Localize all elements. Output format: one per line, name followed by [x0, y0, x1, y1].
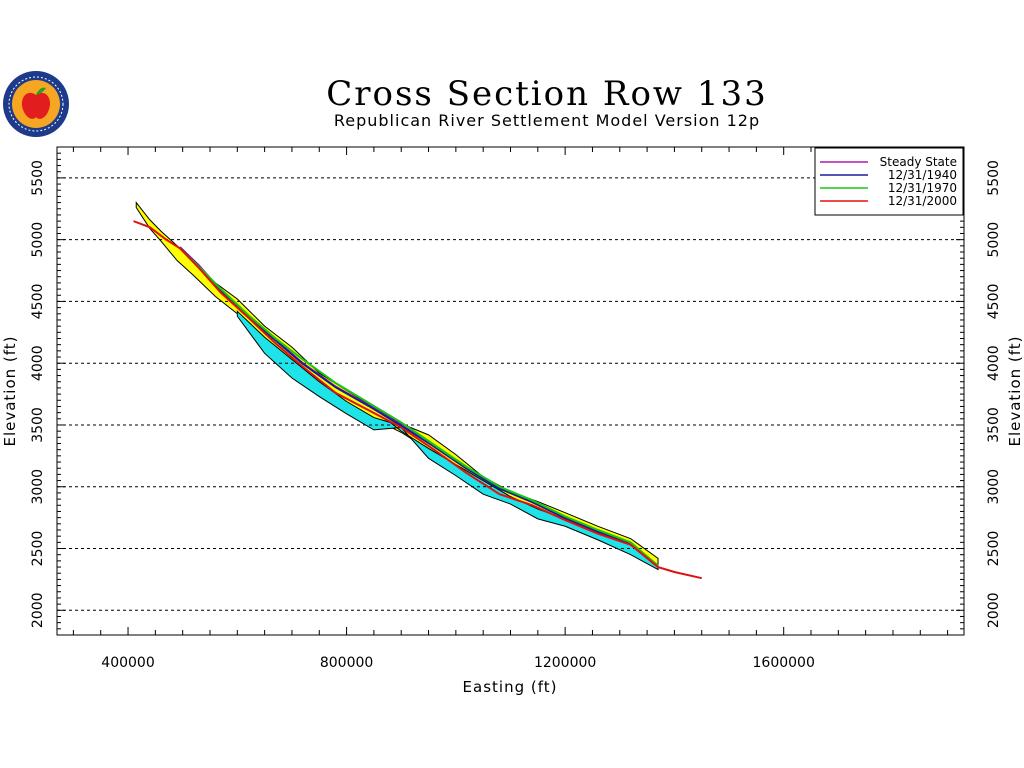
legend-entry: 12/31/1940	[888, 168, 957, 182]
x-tick-label: 400000	[101, 655, 154, 671]
y-tick-label-right: 3500	[986, 407, 1002, 443]
y-tick-label-right: 2500	[986, 531, 1002, 567]
y-tick-label-right: 2000	[986, 592, 1002, 628]
x-tick-label: 800000	[320, 655, 373, 671]
y-tick-label-left: 2000	[30, 592, 46, 628]
series-line-12-31-1940	[179, 246, 659, 568]
chart-title: Cross Section Row 133	[326, 74, 767, 114]
apple-seal-icon	[3, 71, 69, 137]
y-tick-label-right: 3000	[986, 469, 1002, 505]
x-tick-label: 1600000	[753, 655, 815, 671]
y-tick-label-left: 5500	[30, 160, 46, 196]
y-axis-label-left: Elevation (ft)	[1, 335, 19, 446]
y-axis-label-right: Elevation (ft)	[1006, 335, 1024, 446]
y-tick-label-right: 4000	[986, 345, 1002, 381]
cyan-layer	[236, 310, 659, 571]
series-line-12-31-2000	[133, 220, 702, 580]
y-tick-label-left: 3000	[30, 469, 46, 505]
x-axis-label: Easting (ft)	[463, 678, 558, 696]
y-tick-label-right: 5500	[986, 160, 1002, 196]
y-tick-label-left: 5000	[30, 222, 46, 258]
plot-frame	[56, 146, 965, 636]
y-tick-label-left: 2500	[30, 531, 46, 567]
legend: Steady State12/31/194012/31/197012/31/20…	[814, 147, 964, 216]
x-tick-label: 1200000	[534, 655, 596, 671]
y-tick-label-left: 4500	[30, 284, 46, 320]
legend-entry: 12/31/1970	[888, 181, 957, 195]
y-tick-label-right: 5000	[986, 222, 1002, 258]
legend-entry: 12/31/2000	[888, 194, 957, 208]
legend-entry: Steady State	[880, 155, 957, 169]
chart-subtitle: Republican River Settlement Model Versio…	[334, 111, 760, 130]
y-tick-label-right: 4500	[986, 284, 1002, 320]
yellow-layer	[135, 201, 659, 570]
series-line-steady-state	[179, 246, 659, 567]
y-tick-label-left: 4000	[30, 345, 46, 381]
y-tick-label-left: 3500	[30, 407, 46, 443]
series-line-12-31-1970	[179, 247, 659, 567]
